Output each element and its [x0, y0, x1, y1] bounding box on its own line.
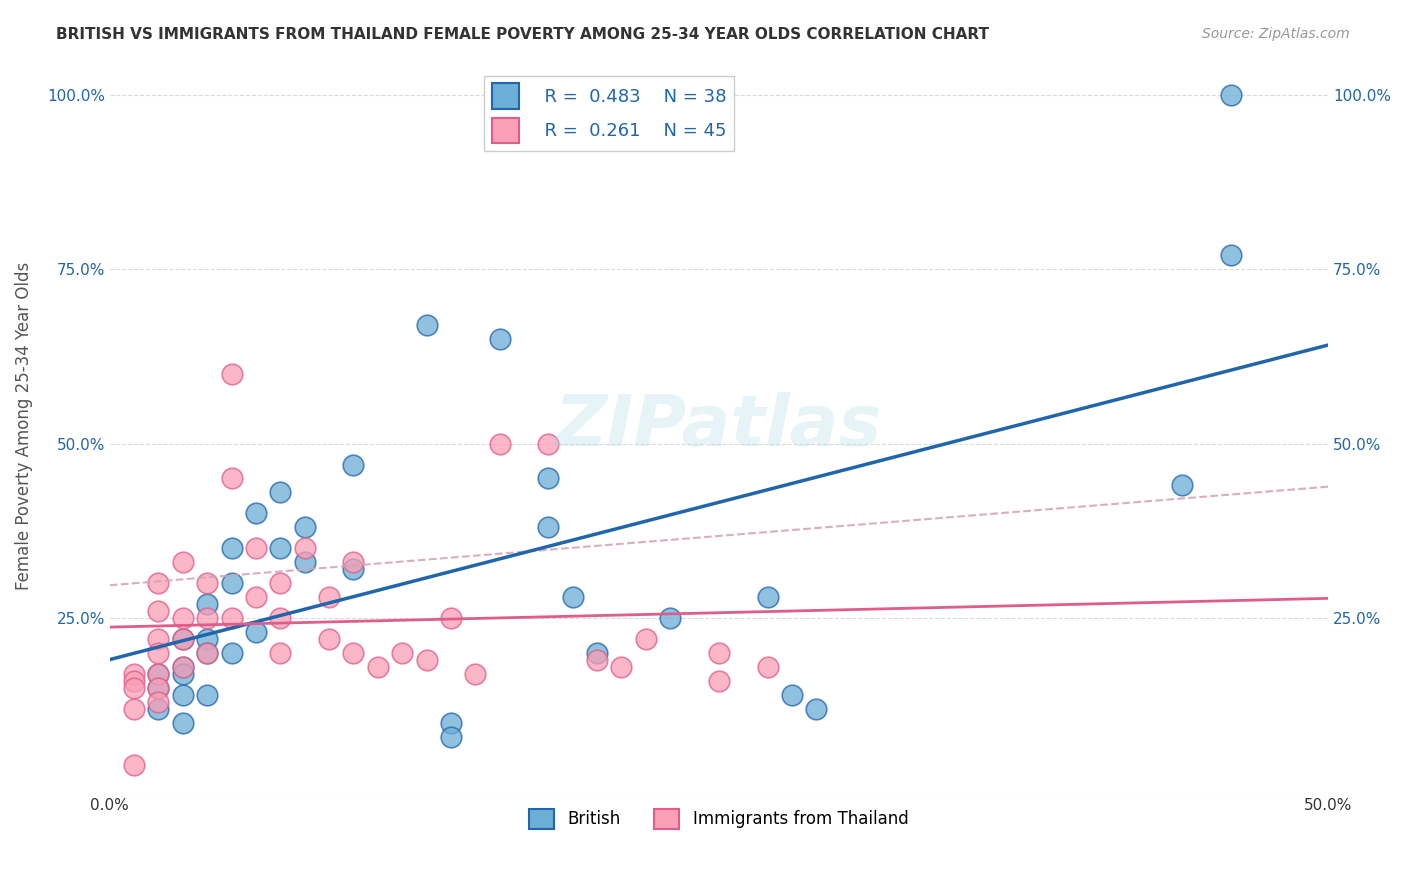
Point [148, 681, 170, 695]
Point [707, 646, 730, 660]
Point [148, 667, 170, 681]
Point [342, 555, 364, 569]
Point [586, 653, 609, 667]
Point [488, 436, 510, 450]
Point [294, 555, 316, 569]
Point [756, 660, 779, 674]
Point [756, 590, 779, 604]
Point [195, 611, 218, 625]
Point [195, 646, 218, 660]
Point [148, 702, 170, 716]
Point [221, 471, 243, 485]
Point [561, 590, 583, 604]
Point [122, 667, 145, 681]
Point [537, 436, 560, 450]
Point [221, 611, 243, 625]
Point [1219, 248, 1241, 262]
Point [415, 653, 437, 667]
Y-axis label: Female Poverty Among 25-34 Year Olds: Female Poverty Among 25-34 Year Olds [15, 262, 32, 591]
Point [610, 660, 633, 674]
Point [122, 757, 145, 772]
Point [195, 597, 218, 611]
Point [780, 688, 803, 702]
Point [148, 695, 170, 709]
Point [148, 681, 170, 695]
Point [245, 625, 267, 640]
Text: ZIPatlas: ZIPatlas [555, 392, 883, 460]
Point [318, 632, 340, 646]
Point [195, 576, 218, 591]
Point [294, 520, 316, 534]
Point [245, 507, 267, 521]
Point [172, 660, 194, 674]
Text: BRITISH VS IMMIGRANTS FROM THAILAND FEMALE POVERTY AMONG 25-34 YEAR OLDS CORRELA: BRITISH VS IMMIGRANTS FROM THAILAND FEMA… [56, 27, 990, 42]
Legend: British, Immigrants from Thailand: British, Immigrants from Thailand [523, 802, 915, 836]
Point [122, 681, 145, 695]
Point [172, 555, 194, 569]
Point [586, 646, 609, 660]
Point [195, 646, 218, 660]
Point [269, 541, 291, 556]
Text: Source: ZipAtlas.com: Source: ZipAtlas.com [1202, 27, 1350, 41]
Point [122, 673, 145, 688]
Point [172, 715, 194, 730]
Point [294, 541, 316, 556]
Point [318, 590, 340, 604]
Point [269, 485, 291, 500]
Point [221, 646, 243, 660]
Point [269, 611, 291, 625]
Point [440, 730, 463, 744]
Point [659, 611, 682, 625]
Point [245, 590, 267, 604]
Point [488, 332, 510, 346]
Point [148, 576, 170, 591]
Point [148, 667, 170, 681]
Point [342, 458, 364, 472]
Point [415, 318, 437, 332]
Point [221, 541, 243, 556]
Point [172, 688, 194, 702]
Point [148, 604, 170, 618]
Point [148, 646, 170, 660]
Point [440, 611, 463, 625]
Point [172, 660, 194, 674]
Point [342, 562, 364, 576]
Point [464, 667, 486, 681]
Point [148, 632, 170, 646]
Point [367, 660, 389, 674]
Point [707, 673, 730, 688]
Point [172, 632, 194, 646]
Point [634, 632, 657, 646]
Point [806, 702, 828, 716]
Point [342, 646, 364, 660]
Point [269, 646, 291, 660]
Point [172, 632, 194, 646]
Point [1171, 478, 1194, 492]
Point [122, 702, 145, 716]
Point [1219, 87, 1241, 102]
Point [172, 667, 194, 681]
Point [537, 471, 560, 485]
Point [221, 576, 243, 591]
Point [221, 367, 243, 381]
Point [245, 541, 267, 556]
Point [172, 611, 194, 625]
Point [440, 715, 463, 730]
Point [537, 520, 560, 534]
Point [269, 576, 291, 591]
Point [391, 646, 413, 660]
Point [195, 632, 218, 646]
Point [195, 688, 218, 702]
